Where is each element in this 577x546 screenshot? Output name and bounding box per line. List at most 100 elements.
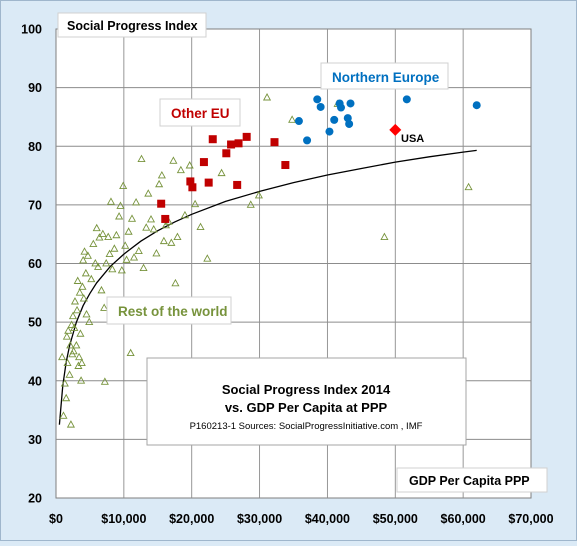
rest-of-the-world-point <box>106 197 116 205</box>
usa-label: USA <box>401 133 424 145</box>
chart-title-box <box>146 357 467 446</box>
rest-of-the-world-point <box>67 320 76 328</box>
northern-europe-point <box>313 95 322 104</box>
rest-of-the-world-point <box>127 214 137 222</box>
rest-of-the-world-point <box>82 309 91 318</box>
rest-of-the-world-point <box>62 393 71 402</box>
rest-of-the-world-point <box>246 200 255 208</box>
y-tick-label: 60 <box>28 257 42 271</box>
northern-europe-point <box>402 95 411 104</box>
rest-of-the-world-point <box>104 232 113 240</box>
rest-of-the-world-point <box>254 190 263 199</box>
rest-of-the-world-point <box>75 352 84 361</box>
x-tick-label: $20,000 <box>169 512 214 526</box>
rest-of-the-world-point <box>77 376 86 384</box>
northern-europe-point <box>325 127 334 136</box>
rest-of-the-world-point <box>176 165 185 174</box>
rest-of-the-world-point <box>169 156 178 164</box>
rest-of-the-world-point <box>116 201 125 209</box>
rest-of-the-world-point <box>185 161 194 169</box>
rest-of-the-world-point <box>139 263 148 272</box>
rest-of-the-world-point <box>108 264 117 273</box>
rest-of-the-world-point <box>137 154 146 162</box>
rest-of-the-world-point <box>155 179 164 188</box>
northern-europe-point <box>303 136 312 145</box>
rest-of-the-world-point <box>112 230 121 239</box>
other-eu-label-box <box>159 98 241 127</box>
rest-of-the-world-point <box>126 348 135 357</box>
rest-of-the-world-point <box>132 197 141 206</box>
other-eu-point <box>157 199 166 208</box>
rest-of-the-world-point <box>122 255 131 263</box>
rest-of-the-world-point <box>196 222 205 231</box>
data-points <box>58 93 481 428</box>
rest-of-the-world-point <box>105 249 114 257</box>
other-eu-point <box>204 178 213 187</box>
y-tick-label: 90 <box>28 81 42 95</box>
other-eu-point <box>233 180 242 189</box>
rest-of-the-world-point <box>80 247 89 255</box>
other-eu-point <box>281 161 290 170</box>
y-tick-label: 50 <box>28 316 42 330</box>
other-eu-point <box>227 140 236 149</box>
rest-of-the-world-point <box>79 294 88 302</box>
rest-of-the-world-point <box>134 246 143 255</box>
other-eu-point <box>208 135 217 144</box>
rest-of-the-world-point <box>89 239 98 248</box>
rest-of-the-world-point <box>95 233 104 241</box>
northern-europe-point <box>294 117 303 126</box>
rest-of-the-world-point <box>58 352 67 361</box>
y-tick-label: 100 <box>21 23 42 37</box>
rest-of-the-world-point <box>161 220 170 229</box>
y-tick-label: 40 <box>28 374 42 388</box>
northern-europe-point <box>337 103 345 112</box>
x-axis-label-box <box>396 467 548 493</box>
x-tick-label: $0 <box>49 512 63 526</box>
other-eu-point <box>242 132 251 141</box>
rest-of-the-world-point <box>66 341 75 349</box>
northern-europe-label-box <box>320 62 449 90</box>
x-tick-label: $10,000 <box>101 512 146 526</box>
rest-of-the-world-point <box>66 420 75 428</box>
usa-point <box>389 123 402 136</box>
rest-of-the-world-point <box>72 305 82 314</box>
rest-of-the-world-point <box>110 244 119 252</box>
rest-of-the-world-point <box>98 229 107 238</box>
rest-of-the-world-point <box>262 93 272 101</box>
rest-of-the-world-point <box>68 311 78 320</box>
rest-of-the-world-point <box>159 236 168 245</box>
rest-of-the-world-point <box>149 224 158 233</box>
rest-of-the-world-point <box>167 238 176 246</box>
rest-of-the-world-point <box>78 282 87 290</box>
axis-tick-labels: $0 $10,000 $20,000 $30,000 $40,000 $50,000 $60… <box>21 23 553 527</box>
other-eu-point <box>188 183 197 192</box>
rest-of-the-world-point <box>191 199 200 208</box>
x-tick-label: $70,000 <box>508 512 553 526</box>
rest-of-the-world-point <box>72 341 81 349</box>
rest-of-the-world-point <box>59 411 68 419</box>
x-tick-label: $40,000 <box>305 512 350 526</box>
chart-title-line-2: vs. GDP Per Capita at PPP <box>225 400 388 415</box>
other-eu-point <box>270 138 279 147</box>
rest-of-the-world-point <box>117 266 126 274</box>
rest-of-the-world-point <box>146 214 156 223</box>
rest-of-the-world-point <box>63 358 72 367</box>
rest-of-the-world-point <box>97 285 106 294</box>
rest-of-the-world-point <box>203 254 212 262</box>
northern-europe-point <box>346 99 355 108</box>
rest-of-the-world-point <box>142 223 151 231</box>
northern-europe-point <box>472 101 481 110</box>
y-tick-label: 70 <box>28 198 42 212</box>
chart-title-line-1: Social Progress Index 2014 <box>222 382 391 397</box>
northern-europe-point <box>345 119 354 128</box>
rest-of-the-world-point <box>91 258 100 267</box>
rest-of-world-label: Rest of the world <box>118 304 228 319</box>
other-eu-point <box>234 139 243 148</box>
rest-of-the-world-point <box>75 288 84 296</box>
rest-of-the-world-point <box>81 268 90 277</box>
x-tick-label: $30,000 <box>237 512 282 526</box>
rest-of-the-world-point <box>92 223 101 232</box>
rest-of-world-label-box <box>106 296 232 325</box>
